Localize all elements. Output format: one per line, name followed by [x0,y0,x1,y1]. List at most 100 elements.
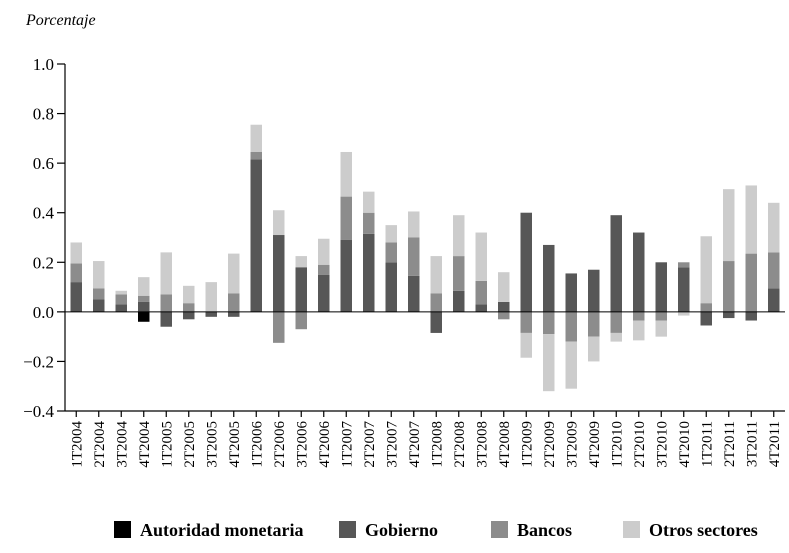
bar-segment [160,311,172,327]
bar-segment [138,301,150,312]
bar-segment [565,273,577,312]
x-tick-label: 2T2004 [92,421,108,468]
x-tick-label: 3T2007 [384,421,400,468]
bar-segment [633,311,645,321]
y-tick-label: 0.4 [33,204,55,223]
x-ticks-group: 1T2004 2T2004 3T2004 4T2004 1T2005 2T2005 3T20… [69,411,783,468]
bar-segment [340,196,352,240]
x-tick-label: 1T2004 [69,421,85,468]
y-tick-label: −0.4 [23,402,54,421]
bar-segment [318,238,330,265]
bar-segment [408,275,420,312]
bar-segment [70,282,82,312]
x-tick-label: 4T2005 [227,421,243,468]
bar-segment [633,320,645,341]
legend-label: Bancos [517,520,572,540]
bar-segment [768,288,780,312]
bar-segment [228,253,240,294]
bar-segment [723,311,735,319]
bar-segment [183,303,195,312]
bar-segment [655,311,667,321]
legend: Autoridad monetaria Gobierno Bancos Otros s… [114,520,758,540]
axes-group [64,64,785,412]
x-tick-label: 3T2011 [744,421,760,467]
bar-segment [250,124,262,152]
bar-segment [183,311,195,320]
bar-segment [475,232,487,281]
bar-segment [543,244,555,312]
bar-segment [295,256,307,268]
bar-segment [160,252,172,295]
y-tick-label: 1.0 [33,55,54,74]
bar-segment [385,225,397,243]
bar-segment [340,151,352,197]
x-tick-label: 1T2010 [609,421,625,468]
bar-segment [273,210,285,236]
bar-segment [655,262,667,312]
bar-segment [138,277,150,296]
bar-segment [115,290,127,295]
bar-segment [408,237,420,276]
bar-segment [183,285,195,304]
x-tick-label: 1T2011 [699,421,715,467]
bar-segment [745,185,757,254]
bar-segment [138,295,150,302]
bar-segment [70,242,82,264]
bar-segment [250,159,262,312]
bar-segment [723,261,735,312]
bar-segment [520,311,532,333]
x-tick-label: 2T2009 [542,421,558,468]
bar-segment [475,280,487,305]
legend-label: Autoridad monetaria [140,520,304,540]
y-tick-label: −0.2 [23,352,54,371]
bar-segment [678,311,690,316]
legend-label: Otros sectores [649,520,758,540]
bar-segment [318,264,330,275]
bar-segment [588,269,600,312]
bar-segment [678,267,690,312]
bar-segment [498,272,510,302]
bar-segment [588,311,600,337]
x-tick-label: 4T2011 [767,421,783,467]
y-tick-label: 0.6 [33,154,54,173]
bar-segment [453,256,465,291]
bar-segment [543,311,555,335]
y-ticks-group: 1.0 0.8 0.6 0.4 0.2 0.0 −0.2 −0.4 [23,55,65,421]
bar-segment [520,212,532,312]
bar-segment [700,236,712,304]
bar-segment [115,294,127,305]
bar-segment [475,304,487,312]
bar-segment [70,263,82,283]
x-tick-label: 3T2006 [294,421,310,468]
bars-group [70,124,780,392]
bar-segment [565,311,577,342]
bar-segment [295,311,307,330]
x-tick-label: 1T2009 [519,421,535,468]
x-tick-label: 2T2011 [722,421,738,467]
bar-segment [228,311,240,317]
bar-segment [633,232,645,312]
x-tick-label: 1T2008 [429,421,445,468]
bar-segment [453,290,465,312]
bar-segment [363,191,375,213]
bar-segment [655,320,667,337]
x-tick-label: 4T2006 [317,421,333,468]
bar-segment [588,336,600,362]
bar-segment [408,211,420,238]
bar-segment [768,202,780,253]
x-tick-label: 1T2006 [249,421,265,468]
x-tick-label: 4T2007 [407,421,423,468]
y-tick-label: 0.8 [33,105,54,124]
bar-segment [205,311,217,317]
x-tick-label: 4T2008 [497,421,513,468]
bar-segment [430,311,442,333]
bar-segment [768,252,780,289]
bar-segment [610,332,622,342]
bar-segment [273,235,285,312]
bar-segment [430,293,442,312]
x-tick-label: 3T2004 [114,421,130,468]
legend-swatch [491,521,508,538]
bar-segment [723,189,735,262]
